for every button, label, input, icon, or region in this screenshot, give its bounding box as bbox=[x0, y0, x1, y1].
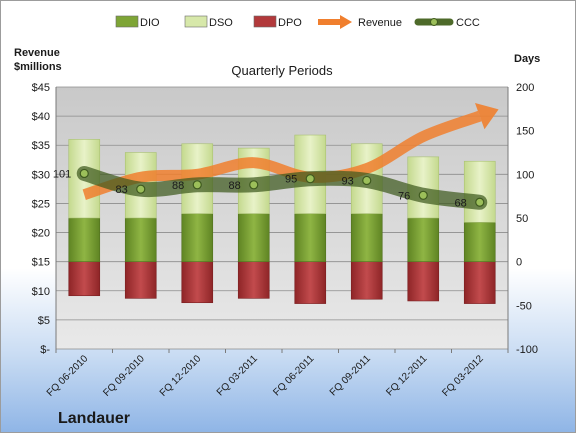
bar-dio bbox=[68, 217, 101, 262]
bar-dio bbox=[407, 217, 440, 262]
chart-title: Quarterly Periods bbox=[231, 63, 333, 78]
left-axis-ticks: $- $5 $10 $15 $20 $25 $30 $35 $40 $45 bbox=[32, 82, 51, 356]
right-tick-label: 200 bbox=[516, 82, 534, 94]
ccc-line bbox=[76, 165, 488, 210]
legend-marker bbox=[430, 18, 438, 26]
bar-dpo bbox=[181, 261, 214, 304]
bar-dpo bbox=[294, 261, 327, 304]
ccc-data-label: 76 bbox=[398, 190, 410, 202]
ccc-data-label: 88 bbox=[172, 180, 184, 192]
bar-dio bbox=[350, 213, 383, 262]
legend-swatch-dso bbox=[184, 15, 208, 28]
left-axis-title-line2: $millions bbox=[14, 61, 62, 73]
legend-arrowhead bbox=[340, 15, 352, 29]
left-tick-label: $5 bbox=[38, 315, 50, 327]
right-tick-label: -50 bbox=[516, 300, 532, 312]
ccc-point bbox=[192, 180, 202, 190]
right-axis-title: Days bbox=[514, 53, 540, 65]
right-tick-label: 100 bbox=[516, 169, 534, 181]
ccc-point bbox=[136, 184, 146, 194]
revenue-line bbox=[82, 110, 482, 200]
ccc-point bbox=[418, 190, 428, 200]
left-tick-label: $35 bbox=[32, 140, 50, 152]
legend-swatch-dio bbox=[115, 15, 139, 28]
ccc-point bbox=[79, 168, 89, 179]
left-tick-label: $15 bbox=[32, 257, 50, 269]
left-tick-label: $25 bbox=[32, 198, 50, 210]
right-tick-label: 0 bbox=[516, 257, 522, 269]
left-tick-label: $30 bbox=[32, 169, 50, 181]
ccc-data-label: 88 bbox=[229, 180, 241, 192]
bar-dpo bbox=[124, 261, 157, 299]
ccc-point bbox=[475, 197, 485, 207]
bar-dso bbox=[463, 160, 496, 223]
company-name: Landauer bbox=[58, 410, 130, 427]
left-tick-label: $40 bbox=[32, 111, 50, 123]
ccc-point bbox=[305, 174, 315, 184]
bar-dpo bbox=[407, 261, 440, 302]
ccc-data-label: 101 bbox=[53, 168, 71, 180]
right-tick-label: 150 bbox=[516, 126, 534, 138]
bar-dpo bbox=[237, 261, 270, 299]
ccc-point bbox=[362, 175, 372, 186]
legend-label-dio: DIO bbox=[140, 17, 160, 29]
legend-label-dpo: DPO bbox=[278, 17, 302, 29]
ccc-series bbox=[76, 165, 488, 210]
ccc-point bbox=[249, 180, 259, 190]
legend-swatch-dpo bbox=[253, 15, 277, 28]
left-tick-label: $20 bbox=[32, 228, 50, 240]
right-axis-ticks: -100 -50 0 50 100 150 200 bbox=[516, 82, 538, 356]
right-tick-label: -100 bbox=[516, 344, 538, 356]
left-tick-label: $- bbox=[40, 344, 50, 356]
legend-label-revenue: Revenue bbox=[358, 17, 402, 29]
legend: DIO DSO DPO Revenue CCC bbox=[115, 15, 480, 29]
left-tick-label: $45 bbox=[32, 82, 50, 94]
bar-dio bbox=[124, 217, 157, 262]
ccc-data-label: 68 bbox=[455, 197, 467, 209]
bar-dpo bbox=[68, 261, 101, 297]
bar-dpo bbox=[463, 261, 496, 304]
revenue-arrowhead bbox=[475, 102, 499, 130]
ccc-data-label: 95 bbox=[285, 174, 297, 186]
bar-dio bbox=[237, 213, 270, 262]
ccc-data-labels: 101 83 88 88 95 93 76 68 bbox=[53, 168, 467, 209]
ccc-data-label: 83 bbox=[116, 184, 128, 196]
legend-label-ccc: CCC bbox=[456, 17, 480, 29]
bar-dio bbox=[181, 213, 214, 262]
legend-label-dso: DSO bbox=[209, 17, 233, 29]
bar-dpo bbox=[350, 261, 383, 300]
left-tick-label: $10 bbox=[32, 286, 50, 298]
bar-dio bbox=[294, 213, 327, 262]
right-tick-label: 50 bbox=[516, 213, 528, 225]
bar-dio bbox=[463, 222, 496, 262]
left-axis-title-line1: Revenue bbox=[14, 47, 60, 59]
ccc-data-label: 93 bbox=[342, 175, 354, 187]
revenue-series bbox=[82, 102, 499, 200]
